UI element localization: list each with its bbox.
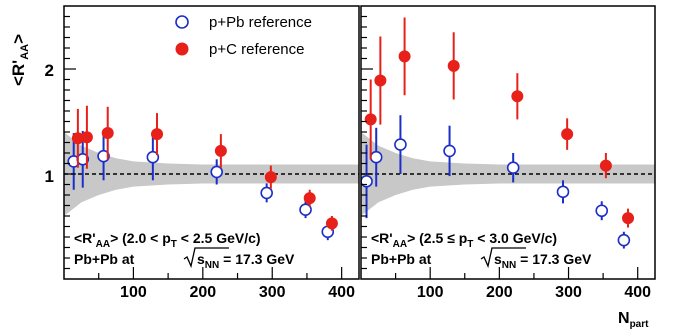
data-point-ppb bbox=[146, 150, 160, 164]
x-axis-title-sub: part bbox=[630, 319, 650, 330]
panel-right: 100 200 300 400 <R'AA> (2.5 ≤ pT < 3.0 GeV/c… bbox=[360, 5, 656, 301]
data-point-pc bbox=[303, 192, 316, 205]
annotation-pt-range: > (2.5 ≤ p bbox=[407, 230, 467, 246]
data-point-ppb bbox=[556, 185, 570, 199]
annotation-raa: <R' bbox=[74, 230, 96, 246]
series-pc bbox=[364, 17, 635, 228]
data-point-pc bbox=[622, 212, 635, 225]
data-point-pc bbox=[101, 127, 114, 140]
x-tick-label: 400 bbox=[328, 284, 355, 301]
x-tick-label: 400 bbox=[624, 284, 651, 301]
data-point-pc bbox=[398, 50, 411, 63]
panel-plot-area bbox=[64, 105, 359, 241]
annotation-sqrt-s: s bbox=[197, 251, 205, 267]
x-tick-label: 300 bbox=[259, 284, 286, 301]
legend-label: p+C reference bbox=[209, 41, 304, 58]
annotation-line-2: Pb+Pb at bbox=[74, 251, 135, 267]
sqrt-sign bbox=[183, 247, 229, 269]
annotation-energy: sNN = 17.3 GeV bbox=[197, 251, 295, 271]
x-axis-title-main: N bbox=[618, 310, 630, 327]
annotation-energy: sNN = 17.3 GeV bbox=[494, 251, 592, 271]
sqrt-sign bbox=[480, 247, 526, 269]
data-point-ppb bbox=[617, 233, 631, 247]
annotation-sqrt-sub: NN bbox=[205, 260, 219, 271]
panel-plot-area bbox=[361, 17, 655, 249]
data-point-pc bbox=[364, 113, 377, 126]
data-point-ppb bbox=[299, 203, 312, 216]
x-axis-title: Npart bbox=[618, 310, 649, 330]
data-point-pc bbox=[561, 128, 574, 141]
x-tick-label: 200 bbox=[486, 284, 513, 301]
series-pc bbox=[71, 105, 338, 231]
data-point-ppb bbox=[361, 175, 373, 188]
legend-label: p+Pb reference bbox=[209, 14, 312, 31]
data-point-ppb bbox=[506, 161, 520, 174]
annotation-pt-tail: < 2.5 GeV/c) bbox=[177, 230, 261, 246]
annotation-energy-value: = 17.3 GeV bbox=[219, 251, 295, 267]
panel-left: 100 200 300 400 <R'AA> (2.0 < pT < 2.5 GeV/c… bbox=[63, 5, 360, 301]
data-point-pc bbox=[264, 171, 277, 184]
annotation-line-1: <R'AA> (2.0 < pT < 2.5 GeV/c) bbox=[74, 230, 261, 250]
legend: p+Pb reference p+C reference bbox=[175, 14, 312, 58]
annotation-pt-sub: T bbox=[171, 239, 177, 250]
annotation-raa-sub: AA bbox=[393, 239, 407, 250]
legend-marker-pc bbox=[175, 42, 189, 56]
series-ppb bbox=[67, 130, 335, 241]
legend-marker-ppb bbox=[175, 15, 189, 29]
data-point-pc bbox=[325, 217, 338, 230]
data-point-pc bbox=[214, 144, 227, 157]
data-point-ppb bbox=[260, 186, 273, 200]
data-point-pc bbox=[374, 74, 387, 87]
annotation-pt-range: > (2.0 < p bbox=[110, 230, 171, 246]
annotation-pt-tail: < 3.0 GeV/c) bbox=[473, 230, 557, 246]
x-tick-label: 100 bbox=[417, 284, 444, 301]
data-point-ppb bbox=[595, 204, 609, 218]
data-point-pc bbox=[447, 59, 460, 72]
data-point-ppb bbox=[394, 138, 407, 151]
data-point-pc bbox=[599, 159, 612, 172]
y-axis-title-main: <R' bbox=[9, 60, 28, 86]
data-point-ppb bbox=[369, 150, 383, 164]
y-axis-title-tail: > bbox=[9, 34, 28, 44]
annotation-line-2: Pb+Pb at bbox=[371, 251, 432, 267]
annotation-raa: <R' bbox=[371, 230, 393, 246]
y-tick-label-1: 1 bbox=[45, 167, 54, 186]
data-point-pc bbox=[511, 90, 524, 103]
y-tick-label-2: 2 bbox=[45, 61, 54, 80]
annotation-line-1: <R'AA> (2.5 ≤ pT < 3.0 GeV/c) bbox=[371, 230, 557, 250]
data-point-pc bbox=[151, 128, 164, 141]
y-axis-title-sub: AA bbox=[19, 44, 31, 60]
x-tick-label: 100 bbox=[120, 284, 147, 301]
x-tick-label: 300 bbox=[555, 284, 582, 301]
data-point-ppb bbox=[443, 144, 456, 158]
annotation-pt-sub: T bbox=[467, 239, 473, 250]
x-tick-label: 200 bbox=[189, 284, 216, 301]
y-axis-title: <R'AA> bbox=[9, 34, 31, 86]
data-point-ppb bbox=[97, 149, 110, 163]
annotation-sqrt-s: s bbox=[494, 251, 502, 267]
data-point-pc bbox=[80, 131, 93, 144]
annotation-system: Pb+Pb at bbox=[371, 251, 432, 267]
data-point-ppb bbox=[210, 165, 224, 179]
y-tick-labels: 2 1 bbox=[45, 61, 54, 186]
annotation-energy-value: = 17.3 GeV bbox=[516, 251, 592, 267]
annotation-system: Pb+Pb at bbox=[74, 251, 135, 267]
annotation-raa-sub: AA bbox=[96, 239, 110, 250]
annotation-sqrt-sub: NN bbox=[502, 260, 516, 271]
